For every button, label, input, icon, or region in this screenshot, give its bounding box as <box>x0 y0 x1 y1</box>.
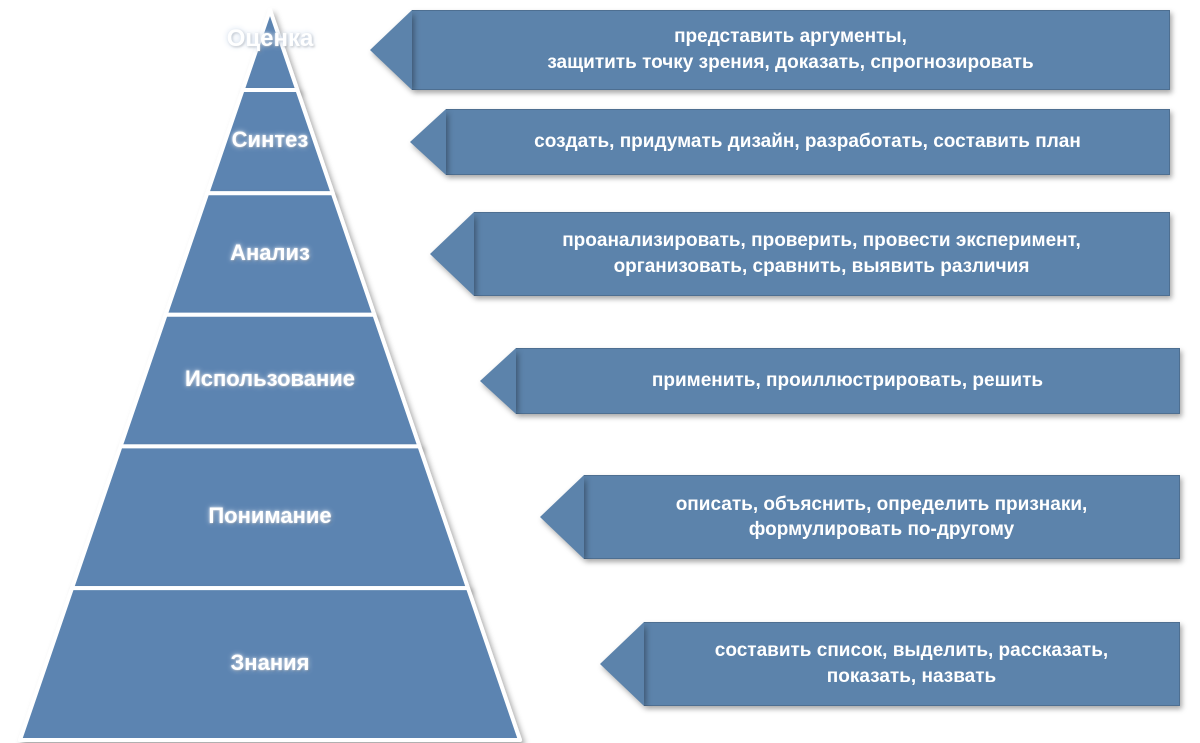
callout-arrow-5 <box>600 622 644 706</box>
callout-1: создать, придумать дизайн, разработать, … <box>410 109 1170 175</box>
callout-2: проанализировать, проверить, провести эк… <box>430 212 1170 296</box>
callout-arrow-3 <box>480 348 516 414</box>
pyramid-label-5: Знания <box>140 650 400 676</box>
diagram-canvas: Оценка представить аргументы, защитить то… <box>0 0 1200 743</box>
pyramid-label-0: Оценка <box>140 25 400 53</box>
pyramid-label-2: Анализ <box>140 240 400 266</box>
callout-text-0: представить аргументы, защитить точку зр… <box>412 10 1170 90</box>
callout-arrow-0 <box>370 10 412 90</box>
pyramid-label-1: Синтез <box>140 127 400 153</box>
callout-text-1: создать, придумать дизайн, разработать, … <box>446 109 1170 175</box>
callout-arrow-1 <box>410 109 446 175</box>
pyramid-label-4: Понимание <box>140 503 400 529</box>
callout-3: применить, проиллюстрировать, решить <box>480 348 1180 414</box>
callout-text-4: описать, объяснить, определить признаки,… <box>584 475 1180 559</box>
callout-text-5: составить список, выделить, рассказать, … <box>644 622 1180 706</box>
callout-5: составить список, выделить, рассказать, … <box>600 622 1180 706</box>
pyramid-label-3: Использование <box>140 366 400 392</box>
callout-arrow-2 <box>430 212 474 296</box>
callout-text-3: применить, проиллюстрировать, решить <box>516 348 1180 414</box>
callout-4: описать, объяснить, определить признаки,… <box>540 475 1180 559</box>
callout-arrow-4 <box>540 475 584 559</box>
callout-text-2: проанализировать, проверить, провести эк… <box>474 212 1170 296</box>
callout-0: представить аргументы, защитить точку зр… <box>370 10 1170 90</box>
